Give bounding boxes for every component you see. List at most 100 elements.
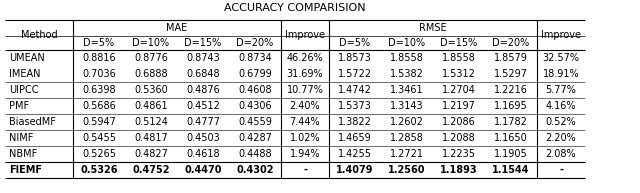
Text: 1.5382: 1.5382 <box>390 69 424 79</box>
Text: 18.91%: 18.91% <box>543 69 579 79</box>
Text: 0.4512: 0.4512 <box>186 101 220 111</box>
Text: -: - <box>303 165 307 175</box>
Text: 0.4470: 0.4470 <box>184 165 221 175</box>
Text: 1.5373: 1.5373 <box>338 101 372 111</box>
Text: 0.5947: 0.5947 <box>82 117 116 127</box>
Text: 2.20%: 2.20% <box>546 133 577 143</box>
Text: D=15%: D=15% <box>184 38 221 48</box>
Text: 1.2197: 1.2197 <box>442 101 476 111</box>
Text: MAE: MAE <box>166 23 188 33</box>
Text: 1.02%: 1.02% <box>290 133 320 143</box>
Text: 0.5360: 0.5360 <box>134 85 168 95</box>
Text: 1.5297: 1.5297 <box>494 69 528 79</box>
Text: 1.8558: 1.8558 <box>442 53 476 63</box>
Text: RMSE: RMSE <box>419 23 447 33</box>
Text: 0.5455: 0.5455 <box>82 133 116 143</box>
Text: 0.4302: 0.4302 <box>236 165 274 175</box>
Text: FIEMF: FIEMF <box>9 165 42 175</box>
Text: 1.8579: 1.8579 <box>494 53 528 63</box>
Text: 1.94%: 1.94% <box>290 149 320 159</box>
Text: 0.8734: 0.8734 <box>238 53 272 63</box>
Text: D=20%: D=20% <box>492 38 530 48</box>
Text: 0.4876: 0.4876 <box>186 85 220 95</box>
Text: 1.2086: 1.2086 <box>442 117 476 127</box>
Text: 0.4503: 0.4503 <box>186 133 220 143</box>
Text: 1.5722: 1.5722 <box>338 69 372 79</box>
Text: 1.2704: 1.2704 <box>442 85 476 95</box>
Text: 0.4777: 0.4777 <box>186 117 220 127</box>
Text: 1.2088: 1.2088 <box>442 133 476 143</box>
Text: 1.8558: 1.8558 <box>390 53 424 63</box>
Text: 0.5265: 0.5265 <box>82 149 116 159</box>
Text: 1.5312: 1.5312 <box>442 69 476 79</box>
Text: 10.77%: 10.77% <box>287 85 323 95</box>
Text: 1.1905: 1.1905 <box>494 149 528 159</box>
Text: NBMF: NBMF <box>9 149 37 159</box>
Text: 5.77%: 5.77% <box>545 85 577 95</box>
Text: UIPCC: UIPCC <box>9 85 38 95</box>
Text: 0.5326: 0.5326 <box>80 165 118 175</box>
Text: 0.8776: 0.8776 <box>134 53 168 63</box>
Text: 46.26%: 46.26% <box>287 53 323 63</box>
Text: 0.6848: 0.6848 <box>186 69 220 79</box>
Text: 1.8573: 1.8573 <box>338 53 372 63</box>
Text: IMEAN: IMEAN <box>9 69 40 79</box>
Text: D=10%: D=10% <box>388 38 426 48</box>
Text: D=20%: D=20% <box>236 38 274 48</box>
Text: Improve: Improve <box>285 30 325 40</box>
Text: 0.4827: 0.4827 <box>134 149 168 159</box>
Text: 0.8743: 0.8743 <box>186 53 220 63</box>
Text: 1.1893: 1.1893 <box>440 165 478 175</box>
Text: 0.4306: 0.4306 <box>238 101 272 111</box>
Text: 1.3822: 1.3822 <box>338 117 372 127</box>
Text: 0.5686: 0.5686 <box>82 101 116 111</box>
Text: 1.2602: 1.2602 <box>390 117 424 127</box>
Text: Improve: Improve <box>541 30 581 40</box>
Text: 1.2721: 1.2721 <box>390 149 424 159</box>
Text: 1.4079: 1.4079 <box>336 165 374 175</box>
Text: ACCURACY COMPARISION: ACCURACY COMPARISION <box>224 3 366 13</box>
Text: 2.08%: 2.08% <box>546 149 576 159</box>
Text: 1.1544: 1.1544 <box>492 165 530 175</box>
Text: 7.44%: 7.44% <box>290 117 320 127</box>
Text: 0.6888: 0.6888 <box>134 69 168 79</box>
Text: 0.4817: 0.4817 <box>134 133 168 143</box>
Text: 1.1695: 1.1695 <box>494 101 528 111</box>
Text: 1.2216: 1.2216 <box>494 85 528 95</box>
Text: UMEAN: UMEAN <box>9 53 45 63</box>
Text: Method: Method <box>20 30 58 40</box>
Text: -: - <box>559 165 563 175</box>
Text: 1.2560: 1.2560 <box>388 165 426 175</box>
Text: 0.4752: 0.4752 <box>132 165 170 175</box>
Text: 0.5124: 0.5124 <box>134 117 168 127</box>
Text: 1.4742: 1.4742 <box>338 85 372 95</box>
Text: 0.8816: 0.8816 <box>82 53 116 63</box>
Text: BiasedMF: BiasedMF <box>9 117 56 127</box>
Text: 1.4255: 1.4255 <box>338 149 372 159</box>
Text: 0.6398: 0.6398 <box>82 85 116 95</box>
Text: 0.7036: 0.7036 <box>82 69 116 79</box>
Text: 1.4659: 1.4659 <box>338 133 372 143</box>
Text: 0.52%: 0.52% <box>546 117 577 127</box>
Text: 0.4618: 0.4618 <box>186 149 220 159</box>
Text: 31.69%: 31.69% <box>287 69 323 79</box>
Text: D=5%: D=5% <box>339 38 371 48</box>
Text: 0.6799: 0.6799 <box>238 69 272 79</box>
Text: 0.4488: 0.4488 <box>238 149 272 159</box>
Text: 1.1782: 1.1782 <box>494 117 528 127</box>
Text: 4.16%: 4.16% <box>546 101 576 111</box>
Text: D=5%: D=5% <box>83 38 115 48</box>
Text: 0.4287: 0.4287 <box>238 133 272 143</box>
Text: PMF: PMF <box>9 101 29 111</box>
Text: D=10%: D=10% <box>132 38 170 48</box>
Text: 1.3461: 1.3461 <box>390 85 424 95</box>
Text: 2.40%: 2.40% <box>290 101 320 111</box>
Text: 1.3143: 1.3143 <box>390 101 424 111</box>
Text: 1.2858: 1.2858 <box>390 133 424 143</box>
Text: 32.57%: 32.57% <box>543 53 579 63</box>
Text: D=15%: D=15% <box>440 38 477 48</box>
Text: 0.4861: 0.4861 <box>134 101 168 111</box>
Text: NIMF: NIMF <box>9 133 33 143</box>
Text: 1.2235: 1.2235 <box>442 149 476 159</box>
Text: 0.4608: 0.4608 <box>238 85 272 95</box>
